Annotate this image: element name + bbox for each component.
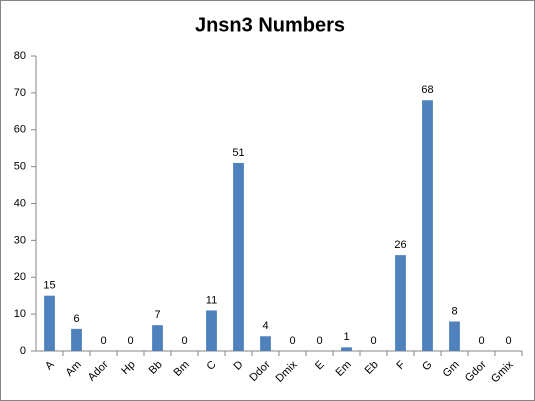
data-label: 1 — [343, 331, 349, 343]
y-tick-label: 10 — [14, 308, 26, 320]
y-tick-label: 60 — [14, 124, 26, 136]
y-tick-label: 80 — [14, 50, 26, 62]
data-label: 6 — [73, 313, 79, 325]
data-label: 0 — [181, 335, 187, 347]
data-label: 0 — [370, 335, 376, 347]
data-label: 0 — [127, 335, 133, 347]
chart-title: Jnsn3 Numbers — [195, 14, 345, 36]
data-label: 11 — [206, 294, 217, 306]
bar — [44, 295, 55, 351]
bar — [233, 162, 244, 351]
bar — [341, 347, 352, 351]
bar — [260, 336, 271, 351]
bar — [395, 255, 406, 351]
bar — [206, 310, 217, 351]
data-label: 4 — [262, 320, 268, 332]
data-label: 7 — [154, 309, 160, 321]
y-tick-label: 40 — [14, 197, 26, 209]
data-label: 8 — [451, 305, 457, 317]
bar — [422, 100, 433, 351]
data-label: 0 — [478, 335, 484, 347]
data-label: 0 — [100, 335, 106, 347]
data-label: 26 — [394, 239, 406, 251]
data-label: 0 — [289, 335, 295, 347]
y-tick-label: 0 — [20, 345, 26, 357]
bar — [449, 321, 460, 351]
y-tick-label: 50 — [14, 161, 26, 173]
data-label: 15 — [43, 280, 55, 292]
data-label: 68 — [421, 84, 433, 96]
y-tick-label: 70 — [14, 87, 26, 99]
y-tick-label: 20 — [14, 271, 26, 283]
data-label: 0 — [316, 335, 322, 347]
bar — [71, 328, 82, 351]
y-tick-label: 30 — [14, 234, 26, 246]
data-label: 51 — [232, 147, 244, 159]
bar — [152, 325, 163, 351]
data-label: 0 — [505, 335, 511, 347]
